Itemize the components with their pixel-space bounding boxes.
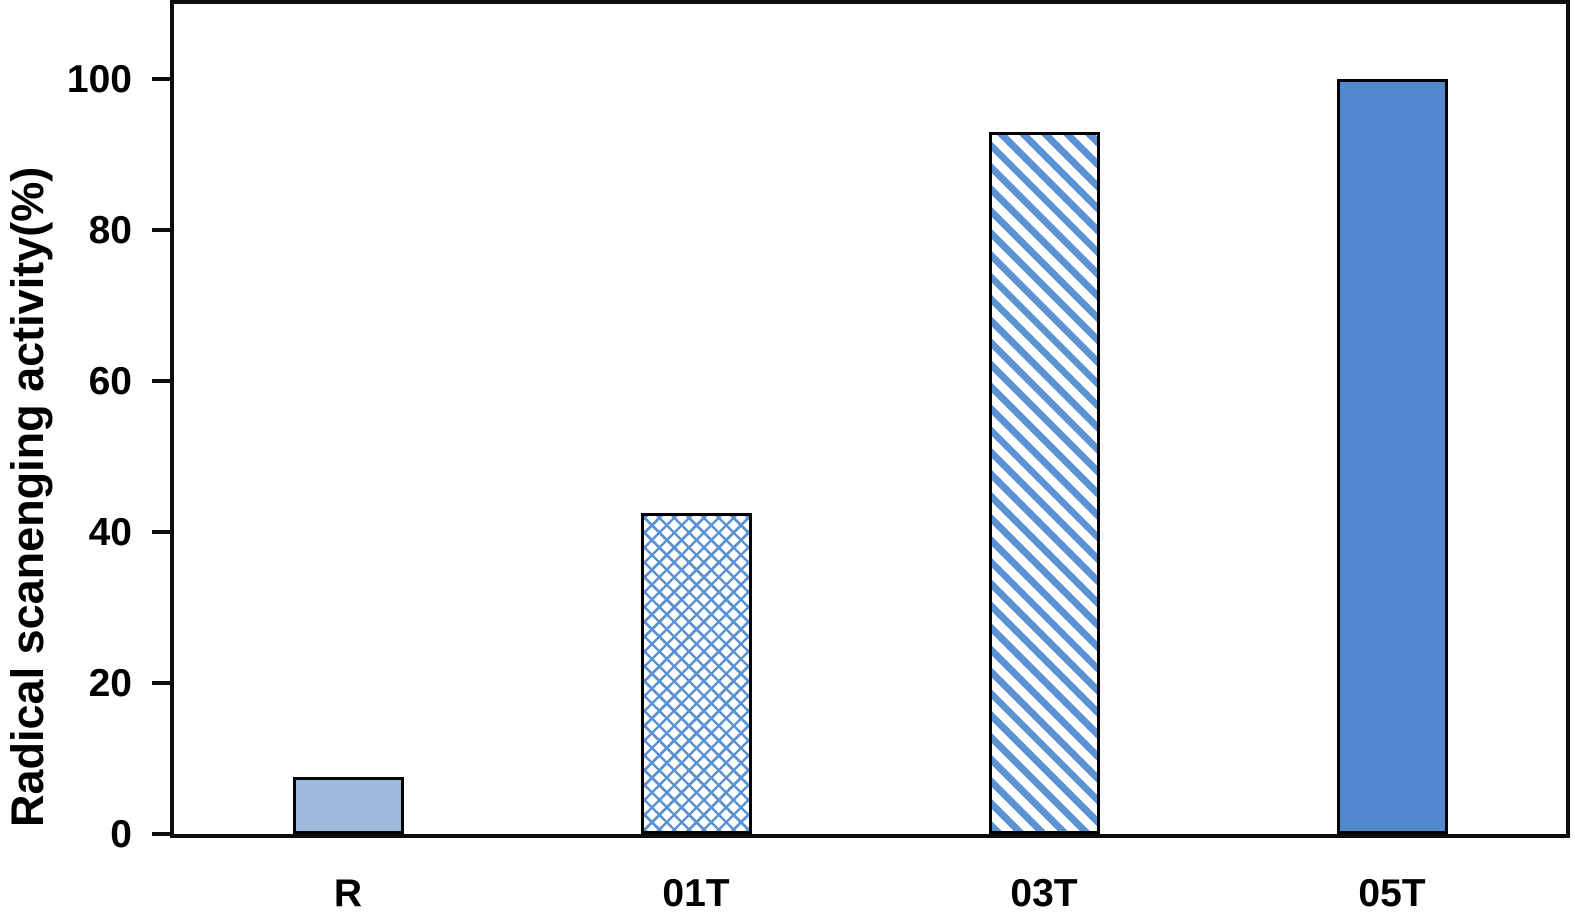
y-tick-mark-100 (152, 77, 170, 82)
x-tick-label-01T: 01T (662, 872, 730, 915)
y-tick-label-0: 0 (110, 813, 132, 856)
x-tick-label-03T: 03T (1010, 872, 1078, 915)
y-tick-mark-60 (152, 379, 170, 384)
y-tick-mark-80 (152, 228, 170, 233)
bar-01T (640, 513, 752, 834)
y-tick-label-40: 40 (88, 511, 132, 555)
y-tick-mark-40 (152, 530, 170, 535)
y-tick-label-60: 60 (88, 360, 132, 404)
y-tick-label-20: 20 (88, 662, 132, 706)
bar-05T (1336, 79, 1448, 834)
x-tick-label-R: R (333, 872, 363, 915)
y-tick-label-80: 80 (88, 209, 132, 253)
bar-03T (988, 132, 1100, 834)
y-tick-label-100: 100 (66, 58, 132, 102)
x-tick-label-05T: 05T (1358, 872, 1426, 915)
bar-R (292, 777, 404, 834)
y-tick-mark-0 (152, 832, 170, 836)
y-tick-mark-20 (152, 681, 170, 686)
